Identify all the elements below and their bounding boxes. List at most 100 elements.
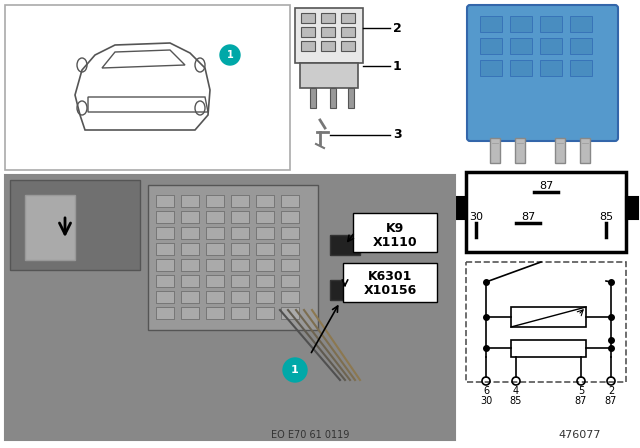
Bar bbox=[181, 307, 199, 319]
Bar bbox=[256, 195, 274, 207]
FancyBboxPatch shape bbox=[353, 213, 437, 252]
Bar bbox=[5, 5, 290, 170]
Bar bbox=[256, 275, 274, 287]
Text: 30: 30 bbox=[480, 396, 492, 406]
Bar bbox=[256, 307, 274, 319]
Bar bbox=[281, 291, 299, 303]
Bar bbox=[206, 243, 224, 255]
Text: 4: 4 bbox=[513, 386, 519, 396]
Bar bbox=[156, 227, 174, 239]
Text: 3: 3 bbox=[393, 129, 402, 142]
Bar bbox=[206, 275, 224, 287]
Text: X10156: X10156 bbox=[364, 284, 417, 297]
Text: K9: K9 bbox=[386, 221, 404, 234]
Bar bbox=[206, 211, 224, 223]
Bar bbox=[256, 259, 274, 271]
Bar bbox=[321, 27, 335, 37]
Text: 85: 85 bbox=[599, 212, 613, 222]
Bar bbox=[156, 275, 174, 287]
Bar bbox=[256, 211, 274, 223]
Bar bbox=[454, 197, 466, 219]
Bar bbox=[156, 243, 174, 255]
Bar bbox=[330, 88, 336, 108]
Bar bbox=[281, 243, 299, 255]
FancyBboxPatch shape bbox=[343, 263, 437, 302]
Bar bbox=[181, 211, 199, 223]
Bar bbox=[466, 262, 626, 382]
Bar bbox=[511, 340, 586, 357]
Bar bbox=[301, 27, 315, 37]
Bar bbox=[310, 88, 316, 108]
Text: 87: 87 bbox=[575, 396, 587, 406]
Bar bbox=[181, 291, 199, 303]
Text: 1: 1 bbox=[393, 60, 402, 73]
Bar bbox=[555, 138, 565, 163]
Text: 87: 87 bbox=[539, 181, 553, 191]
Bar bbox=[341, 41, 355, 51]
Text: 85: 85 bbox=[510, 396, 522, 406]
Text: 1: 1 bbox=[291, 365, 299, 375]
Bar bbox=[301, 41, 315, 51]
Bar bbox=[206, 291, 224, 303]
Text: 1: 1 bbox=[227, 50, 234, 60]
Bar bbox=[156, 259, 174, 271]
Bar bbox=[181, 243, 199, 255]
Bar bbox=[540, 60, 562, 76]
Bar bbox=[281, 275, 299, 287]
Text: 87: 87 bbox=[605, 396, 617, 406]
Text: 87: 87 bbox=[521, 212, 535, 222]
Bar bbox=[281, 307, 299, 319]
Bar bbox=[540, 38, 562, 54]
Bar bbox=[231, 291, 249, 303]
Bar bbox=[510, 38, 532, 54]
FancyBboxPatch shape bbox=[467, 5, 618, 141]
Bar bbox=[348, 88, 354, 108]
Text: 30: 30 bbox=[469, 212, 483, 222]
Bar bbox=[231, 275, 249, 287]
Bar bbox=[281, 195, 299, 207]
Bar bbox=[540, 16, 562, 32]
Bar bbox=[206, 307, 224, 319]
Bar bbox=[148, 185, 318, 330]
Bar bbox=[480, 60, 502, 76]
Text: 476077: 476077 bbox=[559, 430, 601, 440]
Bar bbox=[231, 195, 249, 207]
Bar bbox=[156, 211, 174, 223]
Bar bbox=[330, 235, 360, 255]
Bar bbox=[295, 8, 363, 63]
Bar bbox=[206, 227, 224, 239]
Bar bbox=[570, 38, 592, 54]
Bar bbox=[511, 307, 586, 327]
Bar bbox=[256, 291, 274, 303]
Bar bbox=[515, 138, 525, 163]
Bar bbox=[231, 227, 249, 239]
Text: K6301: K6301 bbox=[368, 271, 412, 284]
Bar bbox=[570, 16, 592, 32]
Text: X1110: X1110 bbox=[372, 236, 417, 249]
Bar bbox=[10, 180, 140, 270]
Text: 2: 2 bbox=[393, 22, 402, 34]
Bar bbox=[330, 280, 360, 300]
Bar bbox=[510, 60, 532, 76]
Bar bbox=[580, 138, 590, 163]
Bar bbox=[256, 243, 274, 255]
Text: 2: 2 bbox=[608, 386, 614, 396]
Bar bbox=[181, 195, 199, 207]
Bar bbox=[256, 227, 274, 239]
Bar bbox=[321, 13, 335, 23]
Bar bbox=[181, 259, 199, 271]
Bar bbox=[281, 211, 299, 223]
Bar bbox=[490, 138, 500, 163]
Circle shape bbox=[220, 45, 240, 65]
Bar bbox=[510, 16, 532, 32]
Bar bbox=[156, 195, 174, 207]
Bar bbox=[626, 197, 638, 219]
Bar bbox=[181, 275, 199, 287]
Bar bbox=[300, 63, 358, 88]
Text: 5: 5 bbox=[578, 386, 584, 396]
Bar bbox=[480, 38, 502, 54]
Bar bbox=[231, 211, 249, 223]
Bar bbox=[206, 259, 224, 271]
Bar bbox=[480, 16, 502, 32]
Bar bbox=[231, 307, 249, 319]
